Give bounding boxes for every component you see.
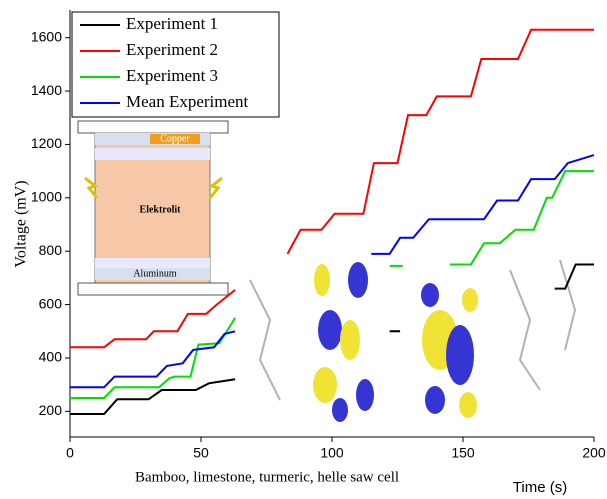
- y-tick-label: 1600: [31, 28, 62, 44]
- y-axis-label: Voltage (mV): [13, 180, 30, 267]
- molecule-image: [249, 259, 577, 422]
- legend: Experiment 1 Experiment 2 Experiment 3 Mean…: [71, 11, 280, 118]
- x-tick-label: 50: [193, 445, 209, 461]
- inset-label: Elektrolit: [140, 204, 182, 215]
- y-tick-label: 1200: [31, 135, 62, 151]
- caption: Bamboo, limestone, turmeric, helle saw c…: [135, 469, 399, 485]
- legend-box: [71, 11, 280, 118]
- series-line: [70, 154, 595, 389]
- series-line: [70, 263, 594, 415]
- legend-label: Mean Experiment: [126, 92, 249, 111]
- legend-label: Experiment 1: [126, 14, 218, 33]
- inset-label: Copper: [160, 133, 190, 144]
- y-tick-label: 200: [39, 402, 63, 418]
- x-axis-label: Time (s): [513, 479, 567, 496]
- y-tick-label: 800: [39, 242, 63, 258]
- legend-label: Experiment 2: [126, 40, 218, 59]
- series-line: [70, 28, 594, 349]
- y-tick-label: 600: [39, 295, 63, 311]
- x-tick-label: 100: [320, 445, 344, 461]
- x-tick-label: 0: [66, 445, 74, 461]
- legend-label: Experiment 3: [126, 66, 218, 85]
- y-tick-label: 400: [39, 349, 63, 365]
- series-line: [70, 170, 594, 399]
- x-tick-label: 200: [582, 445, 606, 461]
- inset-label: Aluminum: [133, 268, 177, 279]
- x-tick-label: 150: [451, 445, 475, 461]
- y-tick-label: 1400: [31, 82, 62, 98]
- inset-diagram: Copper Elektrolit Aluminum: [77, 120, 229, 296]
- y-tick-label: 1000: [31, 189, 62, 205]
